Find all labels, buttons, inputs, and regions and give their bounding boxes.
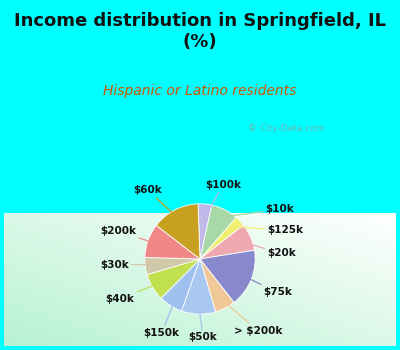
Text: $75k: $75k: [244, 276, 292, 297]
Text: Income distribution in Springfield, IL
(%): Income distribution in Springfield, IL (…: [14, 12, 386, 51]
Wedge shape: [161, 259, 200, 311]
Wedge shape: [200, 205, 236, 259]
Wedge shape: [198, 204, 212, 259]
Text: © City-Data.com: © City-Data.com: [248, 124, 324, 133]
Text: $30k: $30k: [100, 259, 156, 270]
Text: $100k: $100k: [204, 180, 241, 219]
Text: $150k: $150k: [143, 296, 179, 338]
Text: $60k: $60k: [133, 185, 180, 220]
Wedge shape: [200, 225, 254, 259]
Wedge shape: [182, 259, 216, 314]
Text: $125k: $125k: [234, 225, 304, 235]
Wedge shape: [147, 259, 200, 298]
Wedge shape: [200, 250, 255, 302]
Text: $50k: $50k: [188, 303, 217, 342]
Wedge shape: [145, 225, 200, 259]
Text: $200k: $200k: [100, 226, 158, 244]
Text: Hispanic or Latino residents: Hispanic or Latino residents: [103, 84, 297, 98]
Text: $40k: $40k: [106, 283, 160, 304]
Wedge shape: [200, 259, 234, 312]
Wedge shape: [156, 204, 200, 259]
Text: > $200k: > $200k: [220, 298, 282, 336]
Wedge shape: [200, 217, 244, 259]
Wedge shape: [145, 258, 200, 274]
Text: $20k: $20k: [240, 241, 296, 259]
Bar: [0, 0, 400, 220]
Text: $10k: $10k: [221, 204, 294, 217]
